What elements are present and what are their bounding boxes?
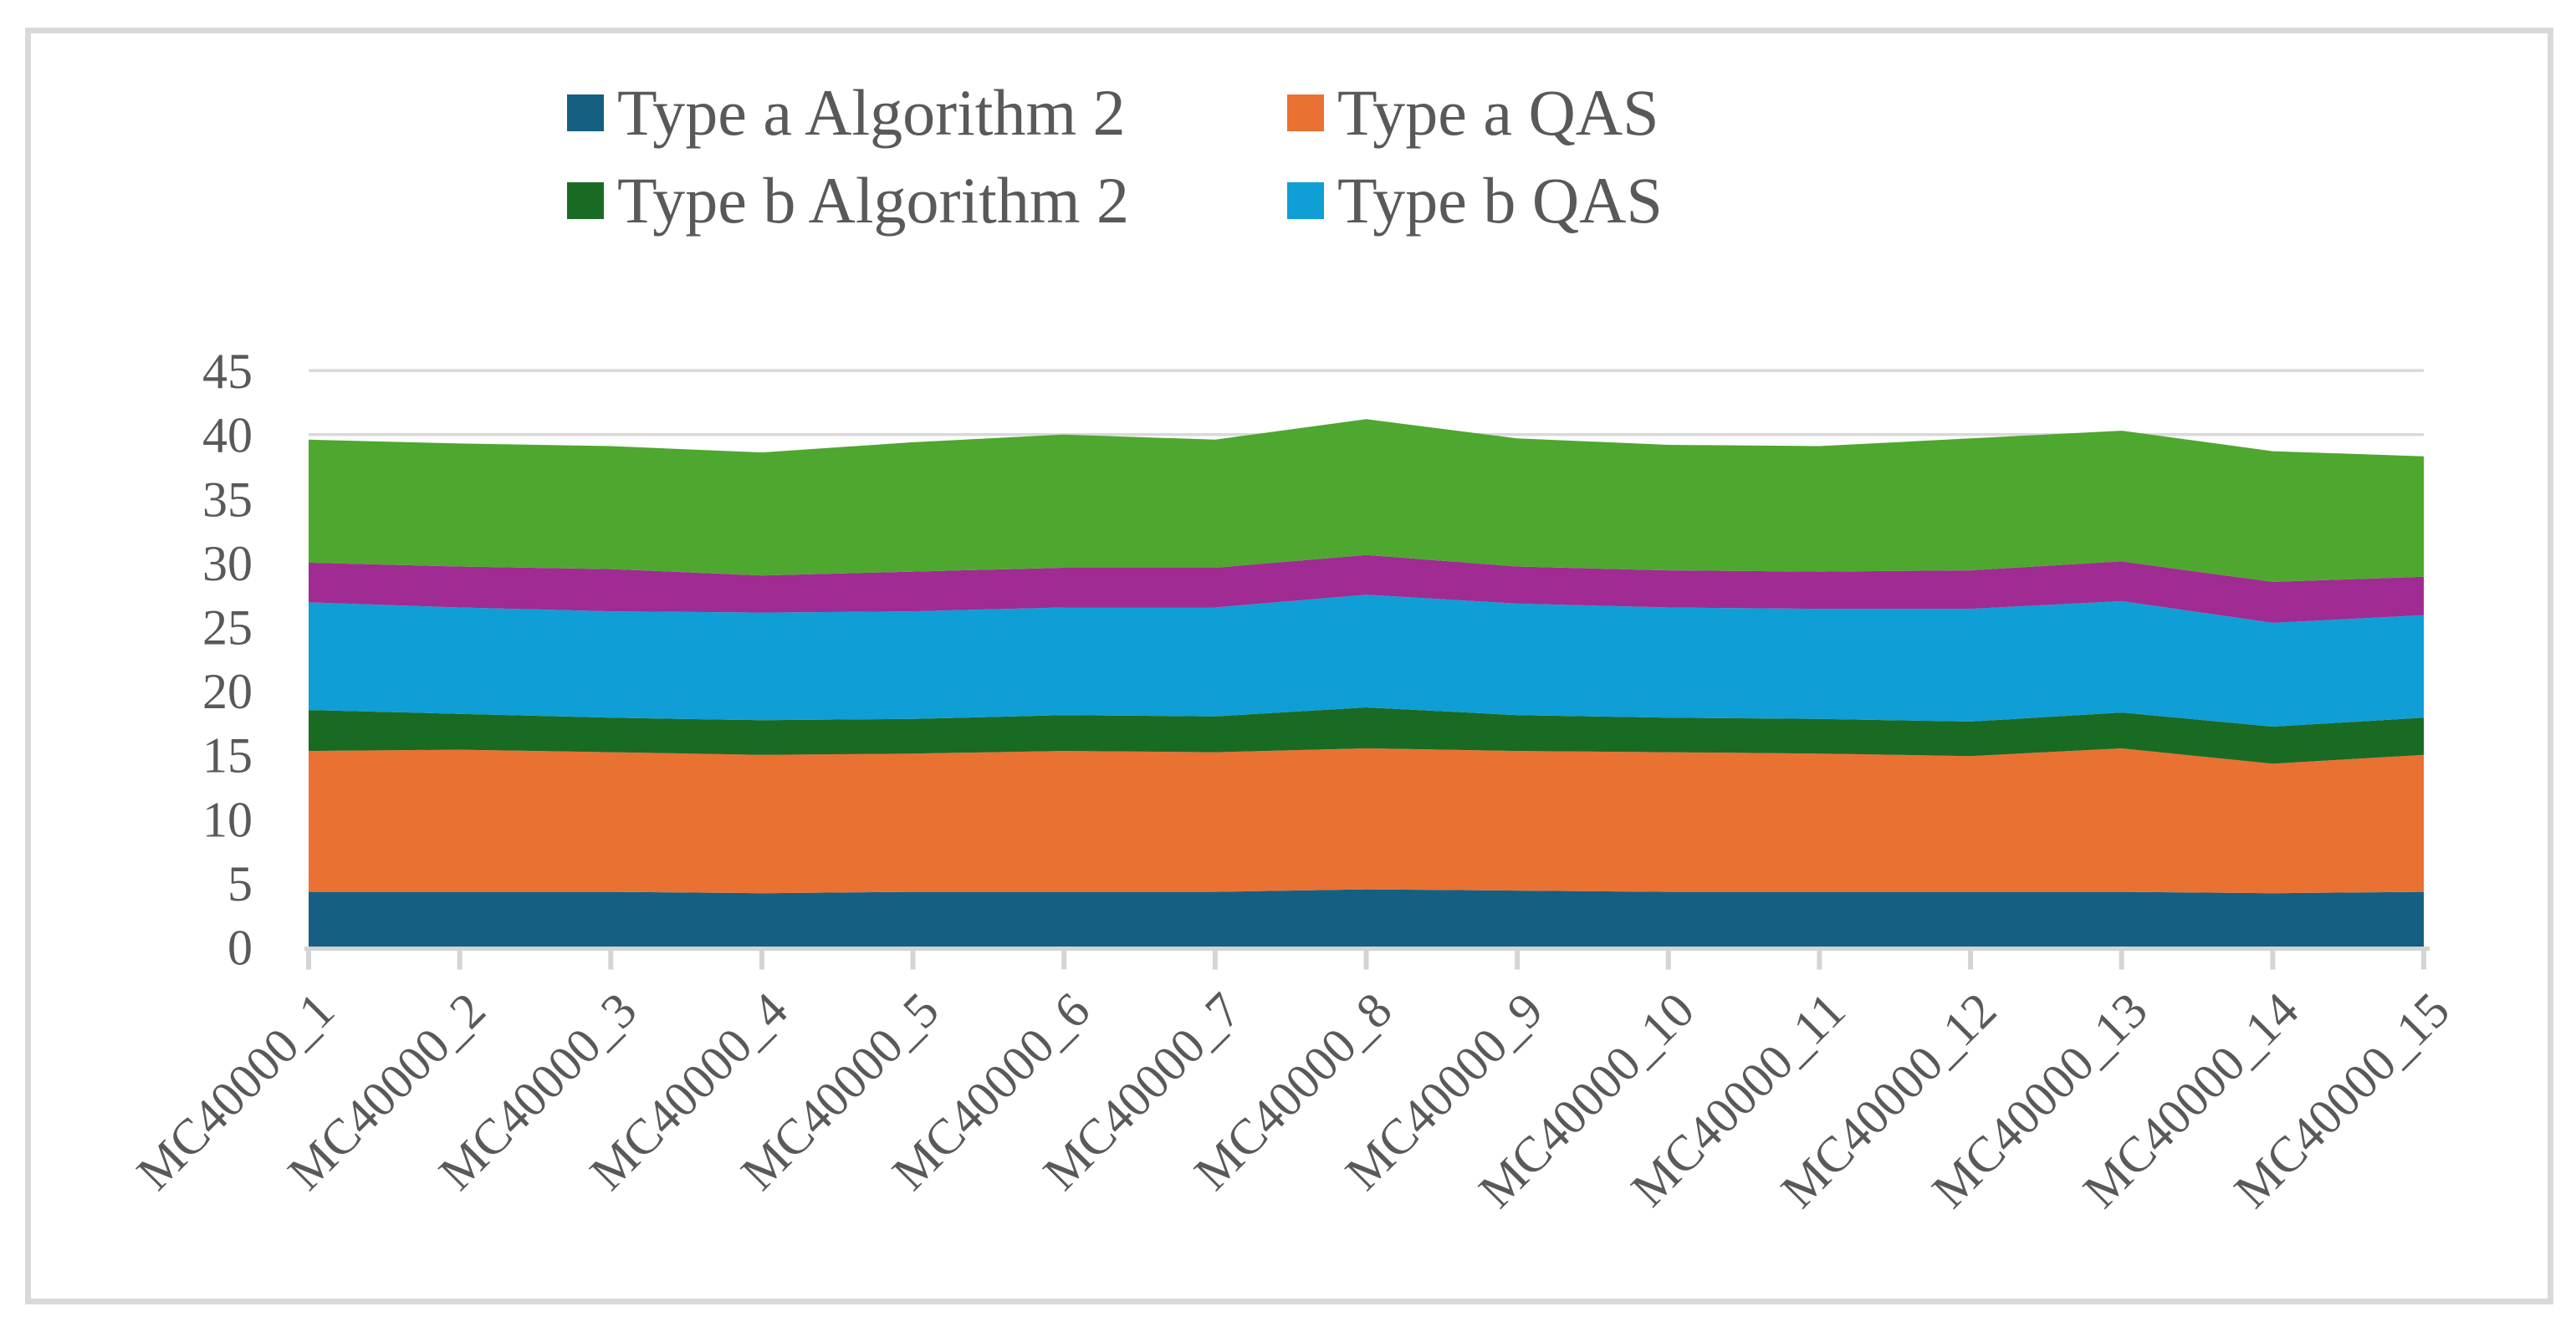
legend-label: Type b QAS [1337,164,1663,237]
y-axis-tick-label: 15 [202,728,253,783]
area-series-4-type-b-qas [309,595,2424,727]
y-axis-tick-label: 0 [227,921,253,976]
y-axis-tick-label: 20 [202,664,253,719]
legend-label: Type a Algorithm 2 [617,76,1126,149]
y-axis-tick-label: 5 [227,856,253,911]
y-axis-tick-label: 10 [202,792,253,847]
legend-label: Type b Algorithm 2 [617,164,1130,237]
legend-item: Type b QAS [1287,163,1663,238]
area-series-2-type-a-qas [309,748,2424,894]
legend-swatch-icon [1287,94,1324,131]
y-axis-tick-label: 40 [202,408,253,463]
area-series-1-type-a-algorithm-2 [309,889,2424,947]
legend-label: Type a QAS [1337,76,1659,149]
area-series-3-type-b-algorithm-2 [309,707,2424,764]
area-series-5-unlabeled [309,554,2424,623]
area-series-group [309,419,2424,947]
x-axis-ticks [306,950,2426,970]
y-axis-tick-label: 45 [202,344,253,399]
x-axis-labels: MC40000_1MC40000_2MC40000_3MC40000_4MC40… [126,982,2460,1218]
legend: Type a Algorithm 2 Type a QAS Type b Algor… [0,0,2576,259]
legend-swatch-icon [567,94,604,131]
legend-item: Type b Algorithm 2 [567,163,1129,238]
legend-item: Type a QAS [1287,75,1659,151]
area-series-6-unlabeled [309,419,2424,582]
y-axis-tick-label: 25 [202,600,253,656]
legend-swatch-icon [1287,182,1324,219]
y-axis-tick-label: 35 [202,472,253,527]
legend-swatch-icon [567,182,604,219]
y-axis-labels: 0 5 10 15 20 25 30 35 40 45 [202,344,253,975]
legend-item: Type a Algorithm 2 [567,75,1126,151]
y-axis-tick-label: 30 [202,536,253,591]
